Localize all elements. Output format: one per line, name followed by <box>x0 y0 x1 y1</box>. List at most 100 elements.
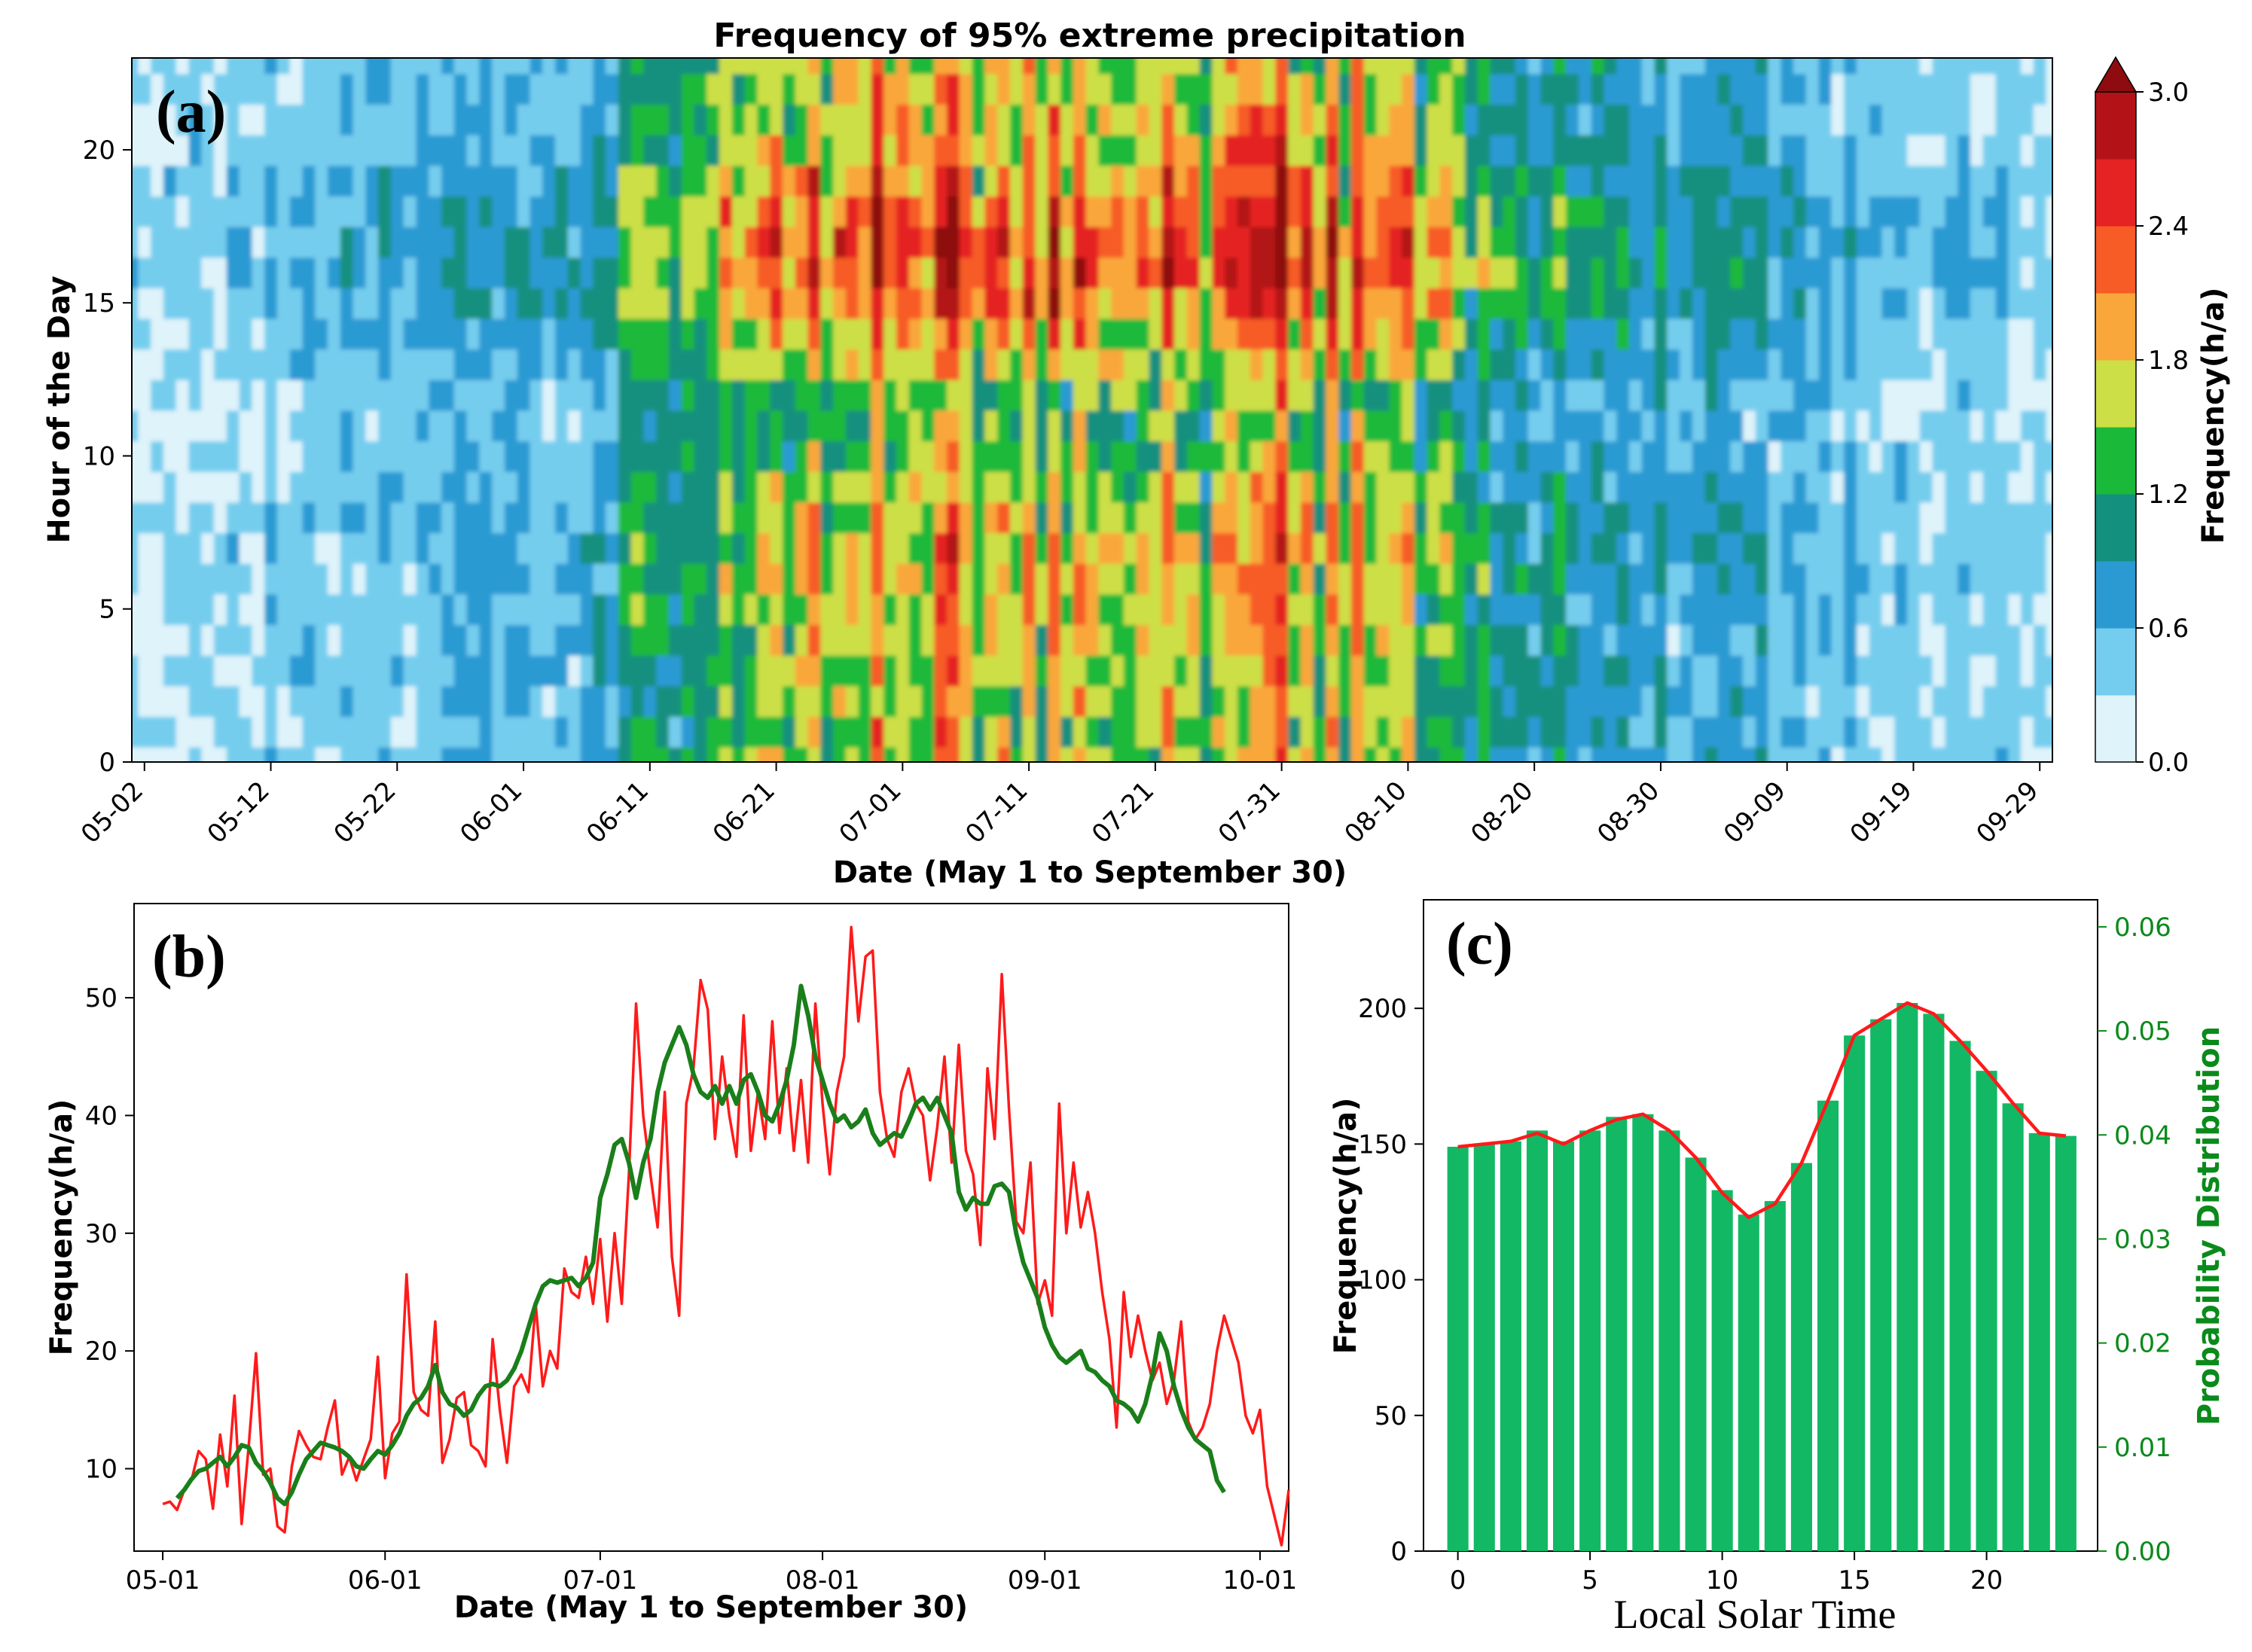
heatmap-cell <box>1225 226 1238 258</box>
heatmap-cell <box>1338 379 1352 411</box>
heatmap-cell <box>883 58 897 75</box>
heatmap-cell <box>845 165 859 197</box>
heatmap-cell <box>947 165 960 197</box>
heatmap-cell <box>132 349 139 380</box>
heatmap-cell <box>593 195 607 227</box>
heatmap-cell <box>618 318 632 350</box>
heatmap-cell <box>1275 471 1289 503</box>
heatmap-cell <box>1186 716 1201 748</box>
heatmap-cell <box>151 532 164 564</box>
heatmap-cell <box>1604 287 1618 319</box>
heatmap-cell <box>934 471 948 503</box>
heatmap-cell <box>883 104 897 136</box>
heatmap-cell <box>795 73 809 105</box>
heatmap-cell <box>1793 624 1807 656</box>
heatmap-cell <box>1073 287 1087 319</box>
heatmap-cell <box>1073 134 1087 166</box>
heatmap-cell <box>264 685 278 718</box>
heatmap-cell <box>934 226 948 258</box>
heatmap-cells <box>132 58 2052 762</box>
heatmap-cell <box>1326 349 1340 380</box>
heatmap-cell <box>214 685 227 718</box>
heatmap-cell <box>972 746 986 762</box>
heatmap-cell <box>188 716 203 748</box>
heatmap-cell <box>1553 440 1567 472</box>
heatmap-cell <box>1439 349 1454 380</box>
heatmap-cell <box>669 410 682 442</box>
heatmap-cell <box>908 562 923 595</box>
heatmap-cell <box>276 716 291 748</box>
heatmap-cell <box>858 624 872 656</box>
heatmap-cell <box>429 501 442 534</box>
heatmap-cell <box>201 165 215 197</box>
heatmap-cell <box>1945 624 1959 656</box>
heatmap-cell <box>706 195 721 227</box>
heatmap-cell <box>504 165 518 197</box>
heatmap-cell <box>1831 58 1845 75</box>
heatmap-cell <box>1717 379 1732 411</box>
heatmap-cell <box>1389 134 1402 166</box>
heatmap-cell <box>1250 226 1264 258</box>
heatmap-cell <box>378 104 392 136</box>
heatmap-cell <box>706 471 721 503</box>
heatmap-cell <box>378 654 392 687</box>
heatmap-cell <box>1932 654 1946 687</box>
heatmap-cell <box>1844 654 1857 687</box>
heatmap-cell <box>504 624 518 656</box>
heatmap-cell <box>1149 257 1163 288</box>
heatmap-cell <box>214 379 227 411</box>
hour-bar <box>1685 1157 1707 1551</box>
heatmap-cell <box>1527 532 1542 564</box>
heatmap-cell <box>630 165 645 197</box>
heatmap-cell <box>352 379 367 411</box>
heatmap-cell <box>289 195 304 227</box>
heatmap-cell <box>479 471 493 503</box>
heatmap-cell <box>1414 165 1428 197</box>
heatmap-cell <box>580 73 594 105</box>
heatmap-cell <box>731 410 746 442</box>
heatmap-cell <box>1755 287 1769 319</box>
heatmap-cell <box>175 532 190 564</box>
heatmap-cell <box>555 624 569 656</box>
heatmap-cell <box>783 58 796 75</box>
heatmap-cell <box>276 257 291 288</box>
heatmap-cell <box>731 379 746 411</box>
heatmap-cell <box>289 165 304 197</box>
heatmap-cell <box>681 624 695 656</box>
heatmap-cell <box>1995 165 2009 197</box>
heatmap-cell <box>1667 73 1681 105</box>
heatmap-cell <box>302 349 316 380</box>
heatmap-cell <box>403 624 417 656</box>
heatmap-cell <box>997 134 1011 166</box>
heatmap-cell <box>1527 440 1542 472</box>
heatmap-cell <box>807 440 822 472</box>
heatmap-cell <box>429 257 442 288</box>
heatmap-cell <box>1578 501 1592 534</box>
heatmap-cell <box>1376 73 1390 105</box>
heatmap-cell <box>2046 318 2052 350</box>
heatmap-cell <box>947 134 960 166</box>
heatmap-cell <box>1477 440 1491 472</box>
heatmap-cell <box>1060 440 1074 472</box>
heatmap-cell <box>2021 562 2034 595</box>
heatmap-cell <box>453 104 468 136</box>
heatmap-cell <box>1907 58 1921 75</box>
heatmap-cell <box>1414 379 1428 411</box>
heatmap-cell <box>226 165 240 197</box>
heatmap-cell <box>1136 471 1150 503</box>
heatmap-cell <box>997 349 1011 380</box>
heatmap-cell <box>1414 562 1428 595</box>
heatmap-cell <box>858 593 872 626</box>
heatmap-cell <box>618 349 632 380</box>
heatmap-cell <box>858 134 872 166</box>
heatmap-cell <box>1212 624 1226 656</box>
heatmap-cell <box>795 532 809 564</box>
heatmap-cell <box>972 532 986 564</box>
heatmap-cell <box>1515 654 1529 687</box>
heatmap-cell <box>1363 379 1378 411</box>
heatmap-cell <box>453 654 468 687</box>
heatmap-cell <box>1768 195 1782 227</box>
heatmap-cell <box>1717 685 1732 718</box>
heatmap-cell <box>441 287 455 319</box>
heatmap-cell <box>1237 379 1251 411</box>
